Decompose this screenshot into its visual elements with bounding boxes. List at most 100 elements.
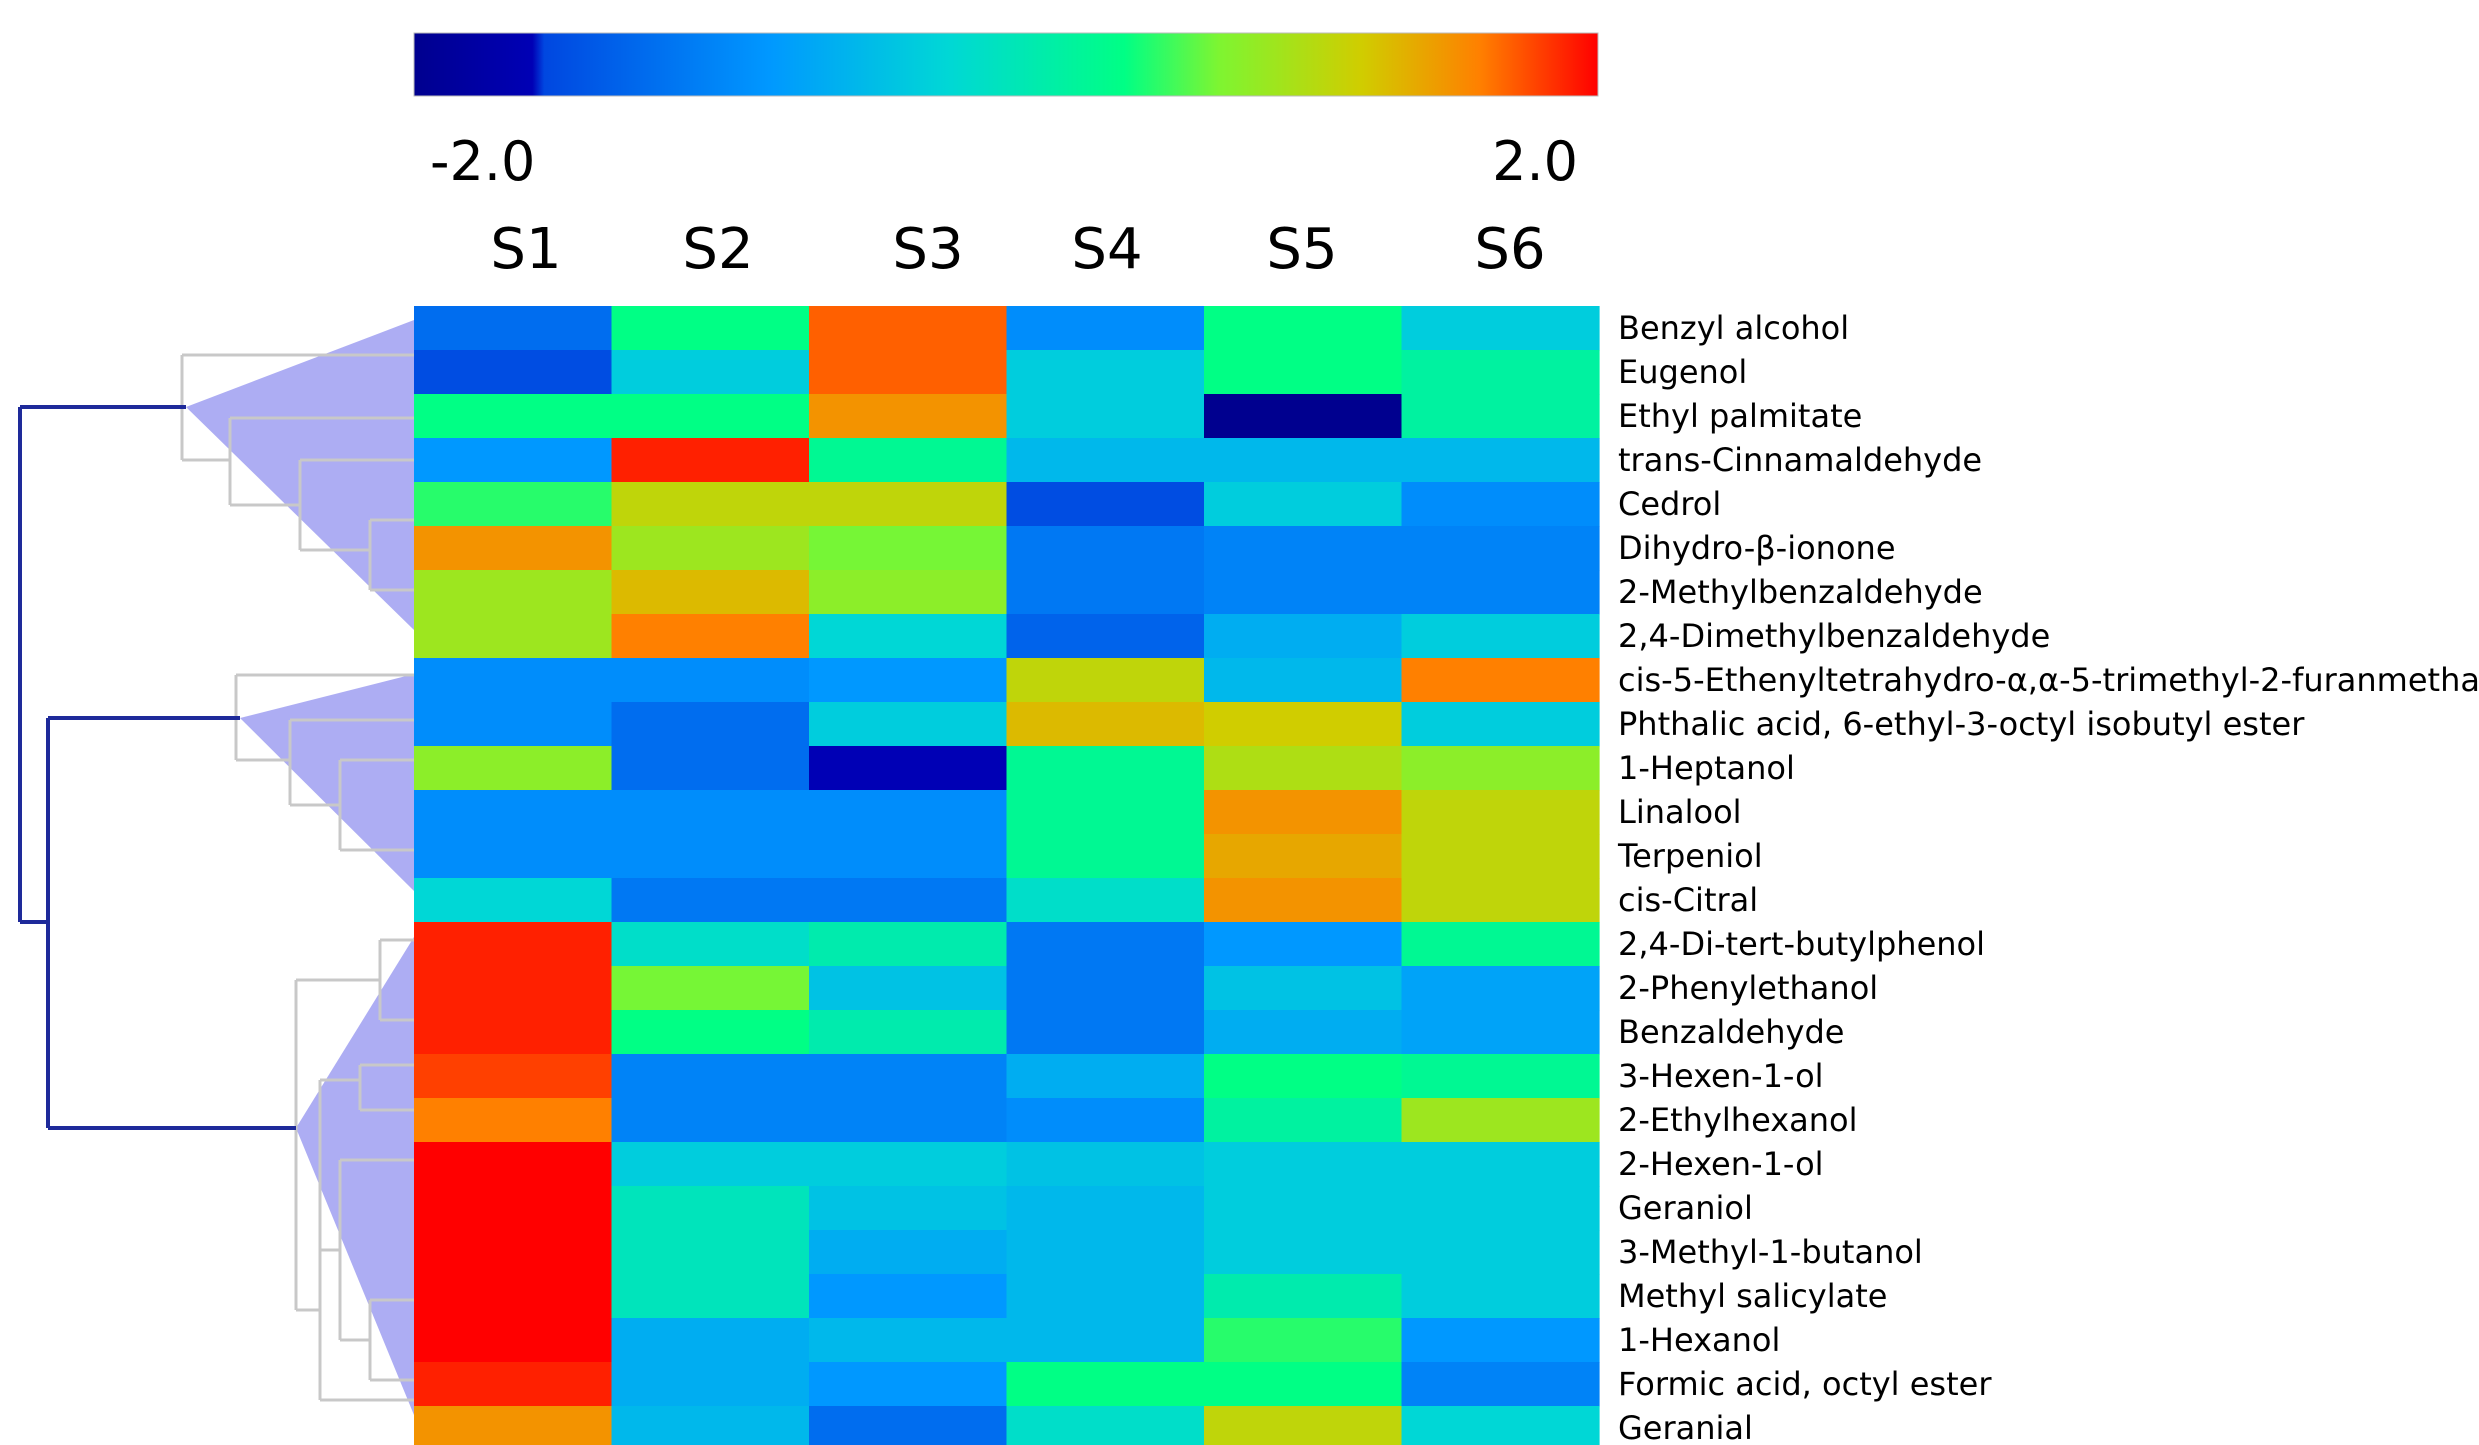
row-label: 2-Phenylethanol: [1618, 969, 1878, 1007]
heatmap-cell: [1401, 834, 1600, 879]
heatmap-cell: [1401, 1186, 1600, 1231]
row-label: cis-5-Ethenyltetrahydro-α,α-5-trimethyl-…: [1618, 661, 2479, 699]
dendrogram-wedge-2: [240, 674, 414, 891]
dendrogram-root-branch: [18, 405, 296, 1130]
column-label: S5: [1266, 217, 1337, 282]
heatmap-cell: [611, 614, 810, 659]
heatmap-cell: [1006, 1010, 1205, 1055]
heatmap-cell: [809, 702, 1008, 747]
heatmap-cell: [611, 746, 810, 791]
heatmap-cell: [414, 570, 613, 615]
heatmap-cell: [1006, 394, 1205, 439]
row-label: 1-Hexanol: [1618, 1321, 1780, 1359]
heatmap-cell: [611, 1230, 810, 1275]
heatmap-cell: [1204, 702, 1403, 747]
row-label: Benzyl alcohol: [1618, 309, 1849, 347]
heatmap-cell: [1401, 790, 1600, 835]
colorbar-max-label: 2.0: [1492, 130, 1578, 193]
heatmap-cell: [414, 834, 613, 879]
heatmap-cell: [414, 1054, 613, 1099]
row-label: Geraniol: [1618, 1189, 1753, 1227]
heatmap-cell: [611, 482, 810, 527]
heatmap-cell: [809, 1054, 1008, 1099]
heatmap-cell: [1401, 526, 1600, 571]
heatmap-cell: [1006, 1098, 1205, 1143]
heatmap-cell: [1006, 350, 1205, 395]
heatmap-cell: [1006, 1318, 1205, 1363]
row-label: Methyl salicylate: [1618, 1277, 1887, 1315]
heatmap-cell: [1401, 1054, 1600, 1099]
heatmap-cell: [1204, 1406, 1403, 1445]
heatmap-cell: [1204, 1186, 1403, 1231]
column-label: S3: [892, 217, 963, 282]
heatmap-cell: [809, 350, 1008, 395]
heatmap-cell: [1006, 306, 1205, 351]
heatmap-cell: [1401, 1098, 1600, 1143]
row-label: Ethyl palmitate: [1618, 397, 1862, 435]
column-label: S6: [1474, 217, 1545, 282]
row-label: Geranial: [1618, 1409, 1753, 1445]
colorbar: [413, 32, 1599, 97]
heatmap-cell: [414, 1142, 613, 1187]
row-labels: Benzyl alcohol Eugenol Ethyl palmitate tran…: [1617, 309, 2479, 1445]
heatmap-cell: [1006, 614, 1205, 659]
row-label: Phthalic acid, 6-ethyl-3-octyl isobutyl …: [1618, 705, 2305, 743]
heatmap-cell: [809, 834, 1008, 879]
heatmap-cell: [611, 834, 810, 879]
heatmap-cell: [1401, 306, 1600, 351]
heatmap-cell: [1401, 1362, 1600, 1407]
row-label: 3-Methyl-1-butanol: [1618, 1233, 1923, 1271]
heatmap-cell: [414, 482, 613, 527]
heatmap-cell: [1204, 1362, 1403, 1407]
heatmap-cell: [414, 790, 613, 835]
dendrogram-wedge-3: [296, 937, 414, 1415]
column-labels: S1 S2 S3 S4 S5 S6: [490, 217, 1545, 282]
heatmap-cell: [1006, 526, 1205, 571]
row-label: 2,4-Di-tert-butylphenol: [1618, 925, 1985, 963]
heatmap-cell: [809, 1318, 1008, 1363]
heatmap-cell: [414, 1406, 613, 1445]
heatmap-cell: [1204, 878, 1403, 923]
heatmap-cell: [1204, 438, 1403, 483]
heatmap-cell: [1204, 1318, 1403, 1363]
heatmap-cell: [809, 482, 1008, 527]
heatmap-cell: [611, 438, 810, 483]
heatmap-cell: [1204, 350, 1403, 395]
heatmap-cell: [1204, 790, 1403, 835]
heatmap-cell: [1006, 1186, 1205, 1231]
heatmap-cell: [414, 350, 613, 395]
heatmap-cell: [414, 438, 613, 483]
heatmap-cell: [1204, 526, 1403, 571]
heatmap-cell: [611, 878, 810, 923]
row-label: 2-Hexen-1-ol: [1618, 1145, 1824, 1183]
heatmap-cell: [414, 1010, 613, 1055]
colorbar-min-label: -2.0: [430, 130, 535, 193]
heatmap-cell: [809, 1274, 1008, 1319]
heatmap-cell: [1006, 438, 1205, 483]
heatmap-cell: [1204, 834, 1403, 879]
row-label: Benzaldehyde: [1618, 1013, 1844, 1051]
heatmap-cell: [611, 790, 810, 835]
heatmap-cell: [809, 614, 1008, 659]
heatmap-cell: [1401, 614, 1600, 659]
row-label: trans-Cinnamaldehyde: [1618, 441, 1982, 479]
heatmap-cell: [809, 1010, 1008, 1055]
heatmap-cell: [611, 966, 810, 1011]
heatmap-cell: [1401, 394, 1600, 439]
heatmap-cell: [414, 1318, 613, 1363]
row-label: Eugenol: [1618, 353, 1747, 391]
heatmap-cell: [1006, 922, 1205, 967]
heatmap-cell: [611, 394, 810, 439]
heatmap-cell: [611, 1098, 810, 1143]
row-label: Cedrol: [1618, 485, 1721, 523]
heatmap-cell: [414, 1186, 613, 1231]
column-label: S4: [1071, 217, 1142, 282]
heatmap-cell: [414, 1362, 613, 1407]
heatmap-cell: [611, 350, 810, 395]
heatmap-cell: [414, 658, 613, 703]
heatmap-cell: [611, 1010, 810, 1055]
heatmap-cell: [1204, 614, 1403, 659]
heatmap-cell: [1006, 1230, 1205, 1275]
heatmap-cell: [1204, 922, 1403, 967]
